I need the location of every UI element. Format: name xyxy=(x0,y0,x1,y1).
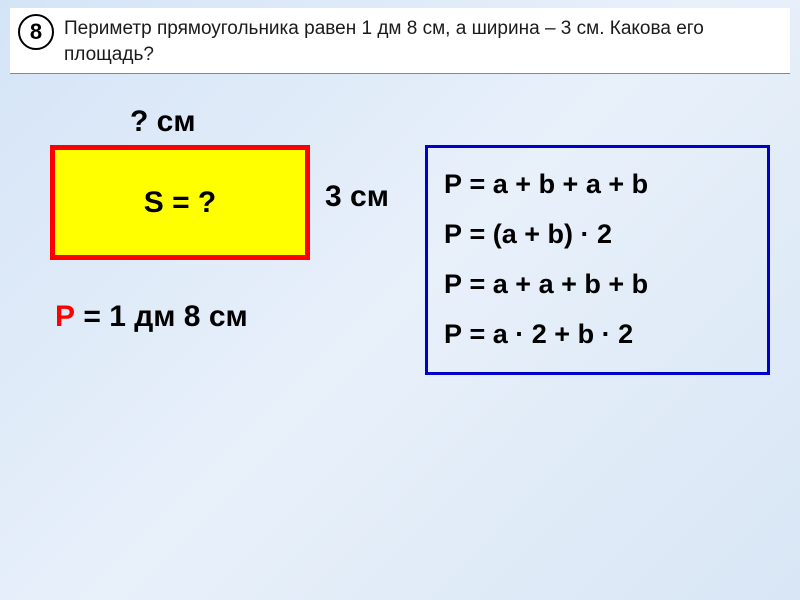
perimeter-p-letter: Р xyxy=(55,300,75,333)
formula-row: Р = a + b + a + b xyxy=(444,160,751,210)
formulas-box: Р = a + b + a + b Р = (a + b) · 2 Р = a … xyxy=(425,145,770,375)
width-label: 3 см xyxy=(325,180,389,214)
perimeter-value: = 1 дм 8 см xyxy=(75,300,248,333)
problem-text: Периметр прямоугольника равен 1 дм 8 см,… xyxy=(64,14,782,67)
problem-number-text: 8 xyxy=(30,19,42,45)
problem-header: 8 Периметр прямоугольника равен 1 дм 8 с… xyxy=(10,8,790,74)
formula-row: Р = a · 2 + b · 2 xyxy=(444,310,751,360)
formula-row: Р = (a + b) · 2 xyxy=(444,210,751,260)
problem-number-badge: 8 xyxy=(18,14,54,50)
formula-row: Р = a + a + b + b xyxy=(444,260,751,310)
perimeter-label: Р = 1 дм 8 см xyxy=(55,300,248,334)
area-label: S = ? xyxy=(144,186,217,220)
rectangle-shape: S = ? xyxy=(50,145,310,260)
length-label: ? см xyxy=(130,105,196,139)
